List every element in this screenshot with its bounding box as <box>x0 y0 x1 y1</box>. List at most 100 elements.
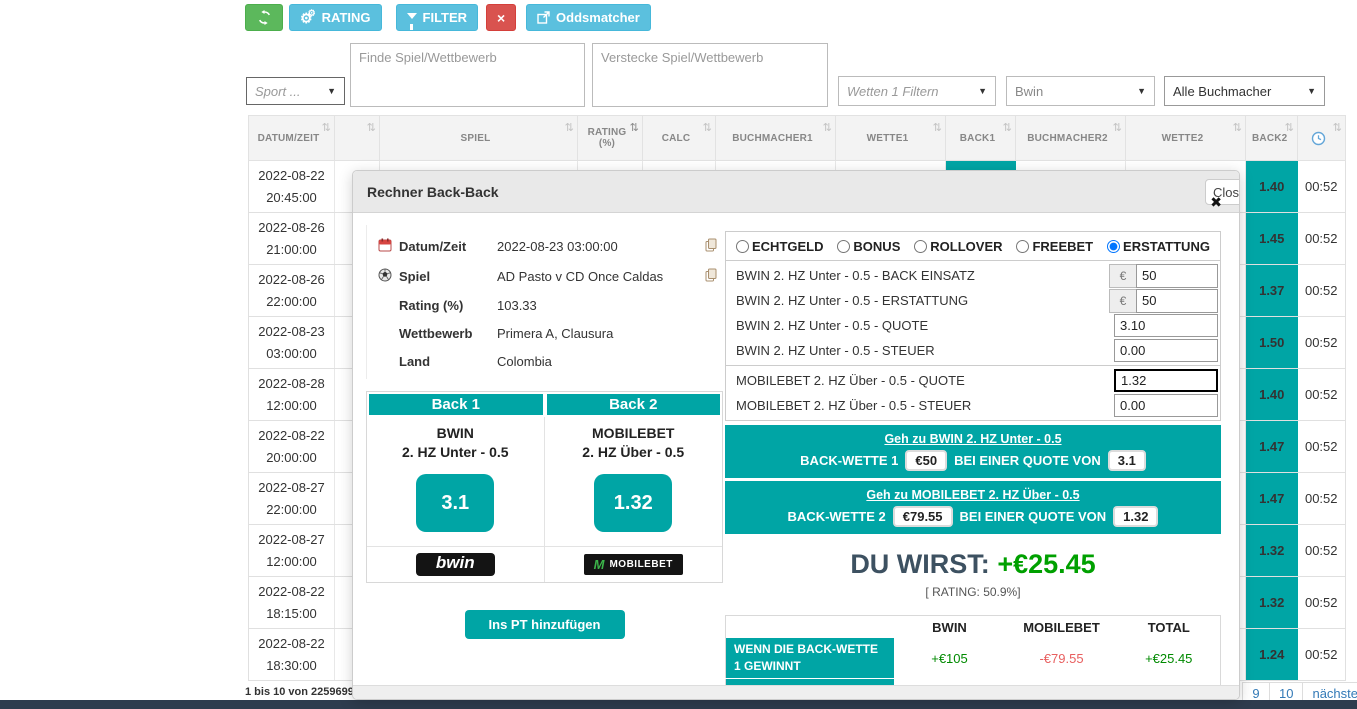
sport-select[interactable]: Sport ... ▼ <box>246 77 345 105</box>
modal-title: Rechner Back-Back <box>367 183 499 200</box>
back2-odds-cell[interactable]: 1.24 <box>1245 628 1298 681</box>
back2-odds-cell[interactable]: 1.40 <box>1245 160 1298 213</box>
bwin-quote-input[interactable] <box>1114 314 1218 337</box>
chevron-down-icon: ▼ <box>978 86 987 96</box>
detail-row-country: Land Colombia <box>399 353 552 369</box>
sort-icon: ⇅ <box>932 122 942 134</box>
mobilebet-quote-input[interactable] <box>1114 369 1218 392</box>
bwin-logo[interactable]: bwin <box>367 546 545 582</box>
mode-erstattung-radio[interactable] <box>1107 239 1121 253</box>
sort-icon: ⇅ <box>366 122 376 134</box>
back2-odds-cell[interactable]: 1.37 <box>1245 264 1298 317</box>
back2-odds-cell[interactable]: 1.50 <box>1245 316 1298 369</box>
back2-bookmaker: MOBILEBET <box>592 425 675 441</box>
col-header-rating[interactable]: RATING (%) ⇅ <box>577 115 643 161</box>
bet1-filter-select[interactable]: Wetten 1 Filtern ▼ <box>838 76 996 106</box>
refresh-button[interactable] <box>245 4 283 31</box>
profit-rating: [ RATING: 50.9%] <box>925 585 1021 599</box>
bookmaker1-select-value: Bwin <box>1015 83 1044 99</box>
bookmaker2-select[interactable]: Alle Buchmacher ▼ <box>1164 76 1325 106</box>
oddsmatcher-button[interactable]: Oddsmatcher <box>526 4 651 31</box>
go-to-mobilebet-link[interactable]: Geh zu MOBILEBET 2. HZ Über - 0.5 <box>866 488 1080 502</box>
modal-footer <box>353 685 1239 699</box>
col-header-datum-zeit[interactable]: DATUM/ZEIT ⇅ <box>248 115 335 161</box>
filter-button[interactable]: FILTER <box>395 4 479 31</box>
mode-rollover[interactable]: ROLLOVER <box>914 239 1003 254</box>
back2-odds-cell[interactable]: 1.40 <box>1245 368 1298 421</box>
outcome-bet2-mobilebet: +€25.46 <box>1006 678 1118 685</box>
datetime-cell: 2022-08-22 20:45:00 <box>248 160 335 213</box>
calendar-icon <box>371 238 399 255</box>
modal-close-button[interactable]: Close <box>1205 179 1239 205</box>
bookmaker1-select[interactable]: Bwin ▼ <box>1006 76 1155 106</box>
back2-odds-cell[interactable]: 1.32 <box>1245 524 1298 577</box>
col-header-blank[interactable]: ⇅ <box>334 115 380 161</box>
detail-row-datetime: Datum/Zeit 2022-08-23 03:00:00 <box>371 231 723 261</box>
bwin-steuer-input[interactable] <box>1114 339 1218 362</box>
back-bet2-action: Geh zu MOBILEBET 2. HZ Über - 0.5 BACK-W… <box>725 481 1221 534</box>
filter-icon <box>406 12 417 30</box>
mode-echtgeld-radio[interactable] <box>736 239 749 253</box>
back-bet1-action: Geh zu BWIN 2. HZ Unter - 0.5 BACK-WETTE… <box>725 425 1221 478</box>
refresh-icon <box>258 10 270 25</box>
gears-icon: ⚙ ⚙ <box>300 8 316 26</box>
timer-cell: 00:52 <box>1297 212 1346 265</box>
copy-icon[interactable] <box>705 268 723 285</box>
back1-odds-box: 3.1 <box>416 474 495 532</box>
rating-button[interactable]: ⚙ ⚙ RATING <box>289 4 382 31</box>
add-to-pt-button[interactable]: Ins PT hinzufügen <box>464 610 625 639</box>
table-info: 1 bis 10 von 2259699 <box>245 686 354 698</box>
clear-button[interactable]: × <box>486 4 517 31</box>
mode-freebet-radio[interactable] <box>1016 239 1030 253</box>
match-info-panel: Datum/Zeit 2022-08-23 03:00:00 Spiel AD … <box>366 225 723 685</box>
mobilebet-steuer-input[interactable] <box>1114 394 1218 417</box>
col-header-wette2[interactable]: WETTE2 ⇅ <box>1125 115 1246 161</box>
sort-icon: ⇅ <box>1232 122 1242 134</box>
col-header-back2[interactable]: BACK2 ⇅ <box>1245 115 1298 161</box>
back1-header: Back 1 <box>367 392 545 417</box>
copy-icon[interactable] <box>705 238 723 255</box>
col-header-calc[interactable]: CALC ⇅ <box>642 115 716 161</box>
back-einsatz-input[interactable] <box>1136 263 1218 288</box>
back2-odds-cell[interactable]: 1.47 <box>1245 472 1298 525</box>
outcome-header-mobilebet: MOBILEBET <box>1023 620 1100 635</box>
col-header-wette1[interactable]: WETTE1 ⇅ <box>835 115 946 161</box>
mobilebet-mark-icon: M <box>593 557 605 572</box>
back2-odds-cell[interactable]: 1.47 <box>1245 420 1298 473</box>
calculator-panel: ECHTGELD BONUS ROLLOVER FREEBET <box>725 231 1221 685</box>
mode-bonus-radio[interactable] <box>837 239 851 253</box>
table-header-row: DATUM/ZEIT ⇅ ⇅ SPIEL ⇅ RATING (%) ⇅ CALC ⇅ BU… <box>248 115 1346 161</box>
mode-rollover-radio[interactable] <box>914 239 928 253</box>
datetime-cell: 2022-08-26 22:00:00 <box>248 264 335 317</box>
erstattung-input[interactable] <box>1136 288 1218 313</box>
timer-cell: 00:52 <box>1297 524 1346 577</box>
detail-row-game: Spiel AD Pasto v CD Once Caldas <box>371 261 723 291</box>
back-bet2-stake: €79.55 <box>892 506 953 527</box>
chevron-down-icon: ▼ <box>1307 86 1316 96</box>
go-to-bwin-link[interactable]: Geh zu BWIN 2. HZ Unter - 0.5 <box>884 432 1062 446</box>
sort-icon: ⇅ <box>1284 122 1294 134</box>
find-game-input[interactable] <box>350 43 585 107</box>
col-header-buchmacher1[interactable]: BUCHMACHER1 ⇅ <box>715 115 836 161</box>
back2-odds-cell[interactable]: 1.32 <box>1245 576 1298 629</box>
hide-game-input[interactable] <box>592 43 828 107</box>
back-back-calculator-modal: Rechner Back-Back Close ✖ Datum/Zeit 202… <box>352 170 1240 700</box>
external-link-icon <box>537 11 550 24</box>
mobilebet-logo[interactable]: M MOBILEBET <box>544 546 722 582</box>
back2-header: Back 2 <box>544 392 722 417</box>
back2-details: MOBILEBET 2. HZ Über - 0.5 1.32 <box>545 417 723 546</box>
col-header-spiel[interactable]: SPIEL ⇅ <box>379 115 578 161</box>
mode-freebet[interactable]: FREEBET <box>1016 239 1093 254</box>
col-header-timer[interactable]: ⇅ <box>1297 115 1346 161</box>
mode-bonus[interactable]: BONUS <box>837 239 900 254</box>
mode-erstattung[interactable]: ERSTATTUNG <box>1107 239 1210 254</box>
col-header-buchmacher2[interactable]: BUCHMACHER2 ⇅ <box>1015 115 1126 161</box>
back-bet1-stake: €50 <box>905 450 948 471</box>
col-header-back1[interactable]: BACK1 ⇅ <box>945 115 1016 161</box>
mode-echtgeld[interactable]: ECHTGELD <box>736 239 824 254</box>
bookmaker2-select-value: Alle Buchmacher <box>1173 83 1272 99</box>
bottom-bar <box>0 700 1357 709</box>
back2-odds-cell[interactable]: 1.45 <box>1245 212 1298 265</box>
outcome-row-bet2-wins: WENN DIE BACK-WETTE 2 GEWINNT +€0 +€25.4… <box>725 678 1221 685</box>
profit-value: +€25.45 <box>997 549 1096 579</box>
